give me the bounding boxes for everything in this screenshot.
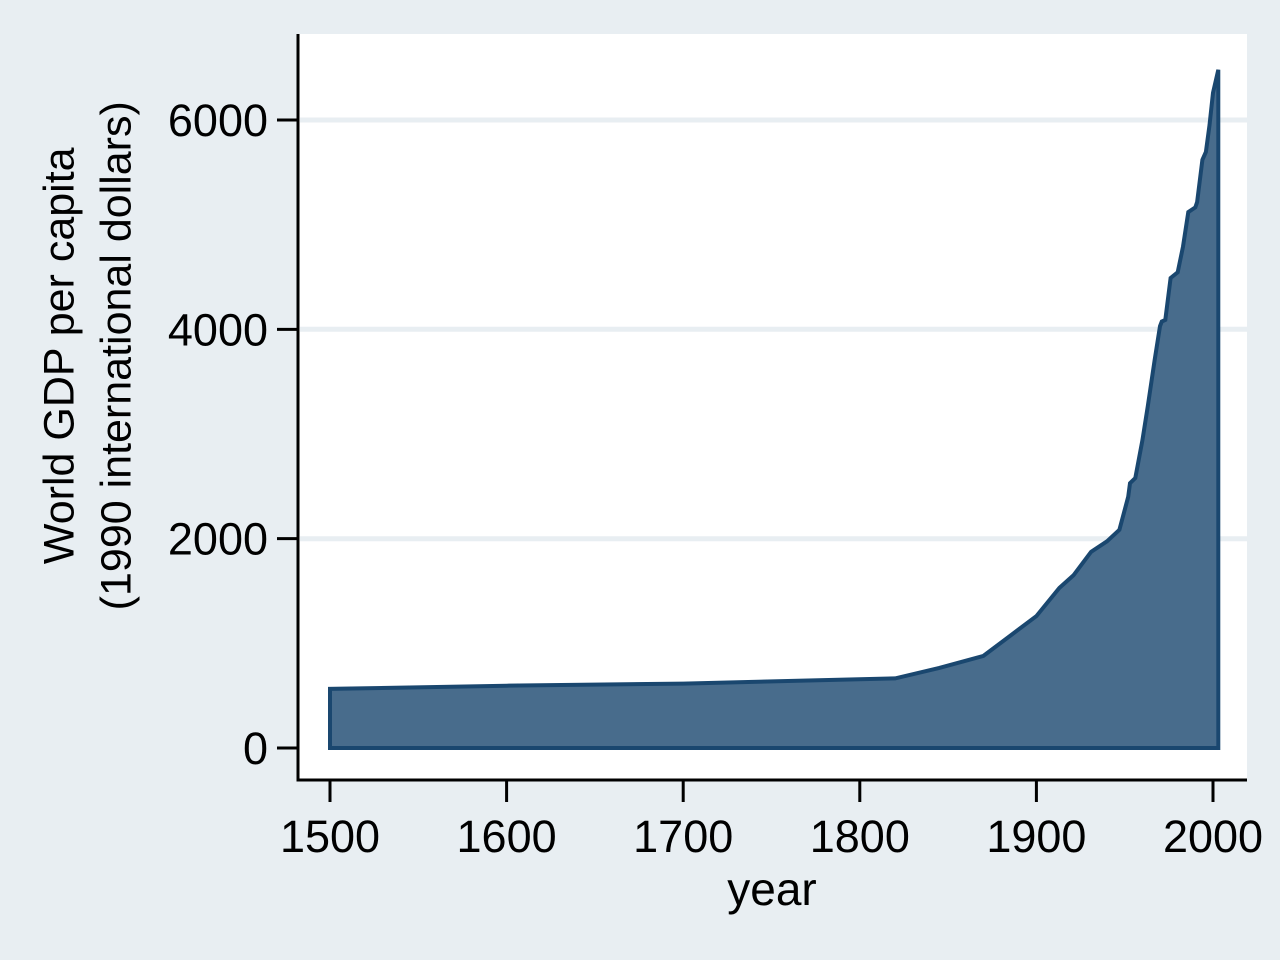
x-axis-title: year bbox=[727, 863, 816, 915]
y-tick-label: 4000 bbox=[168, 304, 268, 355]
x-tick-label: 1600 bbox=[457, 811, 557, 862]
area-series bbox=[328, 69, 1221, 750]
x-tick-label: 2000 bbox=[1163, 811, 1263, 862]
y-axis-ticks: 0 2000 4000 6000 bbox=[168, 95, 297, 774]
y-axis-title: World GDP per capita (1990 international… bbox=[31, 6, 145, 706]
y-tick-label: 2000 bbox=[168, 514, 268, 565]
x-tick-label: 1700 bbox=[633, 811, 733, 862]
x-tick-label: 1500 bbox=[280, 811, 380, 862]
x-tick-label: 1900 bbox=[986, 811, 1086, 862]
x-axis-ticks: 1500 1600 1700 1800 1900 2000 bbox=[280, 781, 1263, 862]
gridlines bbox=[300, 117, 1247, 542]
y-tick-label: 6000 bbox=[168, 95, 268, 146]
y-tick-label: 0 bbox=[243, 723, 268, 774]
x-tick-label: 1800 bbox=[810, 811, 910, 862]
y-axis-title-line1: World GDP per capita bbox=[35, 147, 84, 565]
y-axis-title-line2: (1990 international dollars) bbox=[92, 101, 140, 611]
